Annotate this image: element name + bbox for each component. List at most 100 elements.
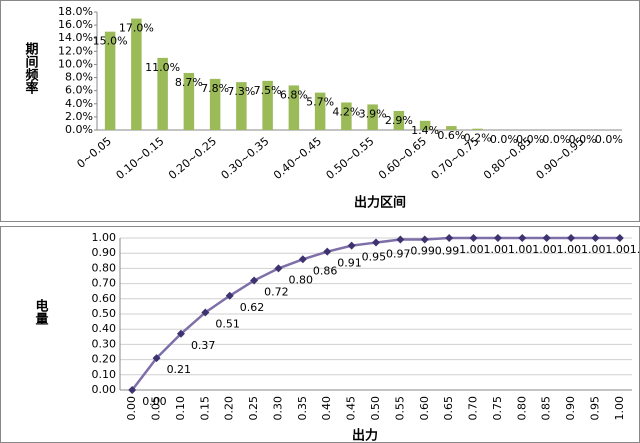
bar [236, 82, 247, 130]
data-label: 0.2% [464, 132, 492, 145]
data-label: 1.00 [557, 243, 582, 256]
x-tick-label: 0.90 [564, 396, 577, 421]
marker [567, 234, 576, 242]
y-tick-label: 1.00 [92, 231, 117, 244]
y-tick-label: 12.0% [58, 44, 93, 57]
data-label: 15.0% [93, 35, 128, 48]
data-label: 1.4% [411, 124, 439, 137]
x-tick-label: 0.20~0.25 [166, 135, 219, 182]
data-label: 3.9% [359, 107, 387, 120]
bar [262, 80, 273, 130]
data-label: 0.95 [362, 251, 387, 264]
data-label: 1.00 [581, 243, 606, 256]
bar [209, 78, 221, 130]
data-label: 0.86 [313, 264, 338, 277]
data-label: 0.37 [191, 339, 216, 352]
bar [157, 57, 168, 131]
x-tick-label: 0.25 [247, 396, 260, 421]
x-tick-label: 0.15 [198, 396, 211, 421]
data-label: 1.00 [508, 243, 533, 256]
data-label: 0.99 [435, 245, 460, 258]
data-label: 1.00 [630, 243, 640, 256]
x-tick-label: 0.95 [588, 396, 601, 421]
x-tick-label: 0.20 [223, 396, 236, 421]
x-tick-label: 0.50~0.55 [324, 135, 377, 182]
x-tick-label: 0.55 [393, 396, 406, 421]
bar [104, 31, 116, 131]
y-axis-label: 期间频率 [23, 42, 39, 95]
bar [472, 128, 483, 130]
marker [298, 255, 307, 264]
data-label: 0.00 [142, 395, 167, 408]
y-tick-label: 0.80 [92, 261, 117, 274]
bar [288, 85, 300, 130]
y-tick-label: 0.40 [92, 322, 117, 335]
bar [314, 92, 326, 130]
data-label: 0.51 [215, 317, 240, 330]
x-tick-label: 0.80 [515, 396, 528, 421]
x-tick-label: 0.65 [442, 396, 455, 421]
data-label: 17.0% [119, 22, 154, 35]
marker [128, 386, 137, 394]
y-tick-label: 14.0% [58, 31, 93, 44]
x-tick-label: 0.85 [540, 396, 553, 421]
x-tick-label: 0~0.05 [74, 135, 114, 171]
marker [274, 264, 283, 273]
y-tick-label: 18.0% [58, 5, 93, 18]
data-label: 0.6% [437, 129, 465, 142]
marker [445, 234, 454, 242]
marker [323, 247, 332, 256]
x-tick-label: 0.70 [467, 396, 480, 421]
data-label: 7.5% [254, 84, 282, 97]
marker [542, 234, 551, 242]
y-tick-label: 0.20 [92, 353, 117, 366]
bar [446, 126, 457, 130]
marker [420, 235, 429, 244]
data-label: 6.8% [280, 88, 308, 101]
x-tick-label: 0.40~0.45 [271, 135, 324, 182]
marker [518, 234, 527, 242]
data-label: 0.0% [516, 133, 544, 146]
marker [250, 276, 259, 285]
x-tick-label: 0.00 [125, 396, 138, 421]
data-label: 1.00 [605, 243, 630, 256]
data-label: 1.00 [459, 243, 484, 256]
data-label: 2.9% [385, 114, 413, 127]
marker [493, 234, 502, 242]
x-tick-label: 0.05 [150, 396, 163, 421]
y-tick-label: 0.00 [92, 383, 117, 396]
bar [393, 110, 405, 130]
bar [183, 72, 195, 130]
data-label: 0.0% [595, 133, 623, 146]
bar [131, 18, 142, 130]
y-tick-label: 0.60 [92, 292, 117, 305]
marker [591, 234, 600, 242]
data-label: 0.21 [167, 363, 192, 376]
data-label: 1.00 [484, 243, 509, 256]
marker [201, 308, 210, 317]
x-tick-label: 0.60~0.65 [376, 135, 429, 182]
y-tick-label: 6.0% [65, 84, 93, 97]
y-tick-label: 0.50 [92, 307, 117, 320]
marker [176, 329, 185, 338]
data-label: 7.3% [227, 85, 255, 98]
y-tick-label: 10.0% [58, 57, 93, 70]
x-axis-label: 出力 [352, 428, 378, 443]
y-tick-label: 4.0% [65, 97, 93, 110]
x-axis-label: 出力区间 [354, 195, 406, 211]
data-label: 0.0% [542, 133, 570, 146]
marker [372, 238, 380, 247]
data-label: 11.0% [145, 61, 180, 74]
x-tick-label: 0.50 [369, 396, 382, 421]
y-tick-label: 0.30 [92, 337, 117, 350]
x-tick-label: 0.75 [491, 396, 504, 421]
y-axis-label: 电量 [33, 298, 49, 326]
x-tick-label: 0.10~0.15 [114, 135, 167, 182]
x-tick-label: 0.10 [174, 396, 187, 421]
data-label: 0.72 [264, 286, 289, 299]
data-label: 1.00 [532, 243, 557, 256]
x-tick-label: 0.60 [418, 396, 431, 421]
marker [469, 234, 478, 242]
x-tick-label: 0.40 [320, 396, 333, 421]
x-tick-label: 0.35 [296, 396, 309, 421]
